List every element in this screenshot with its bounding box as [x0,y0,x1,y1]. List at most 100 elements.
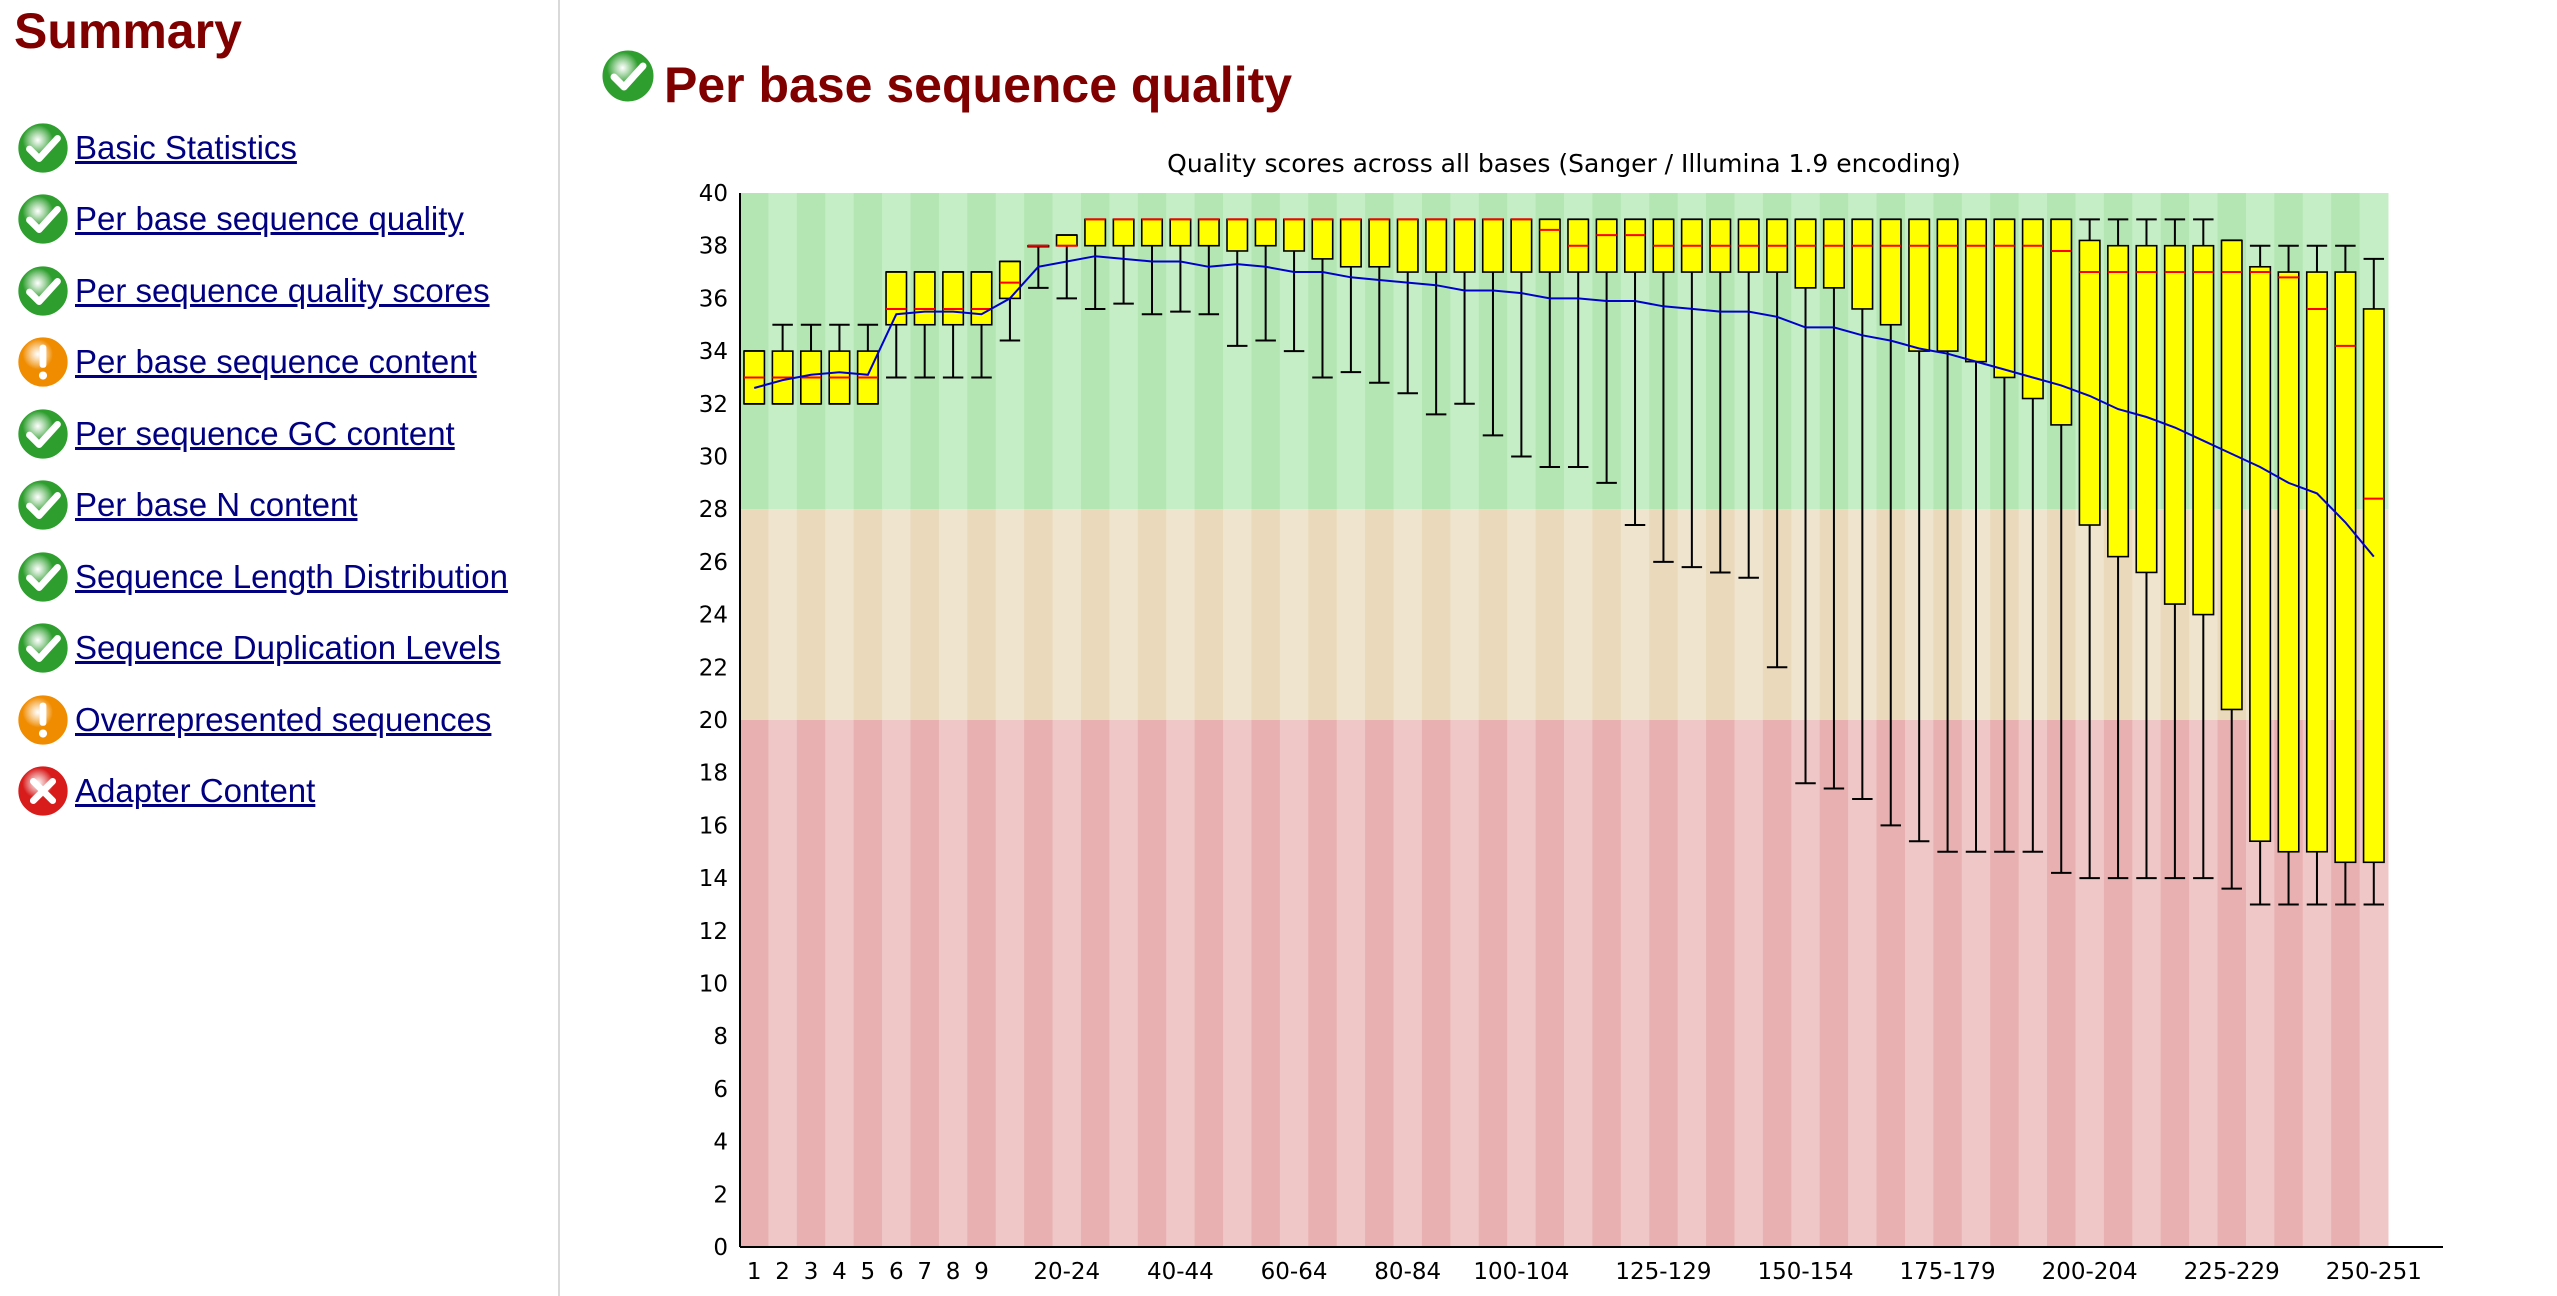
box [1226,218,1249,252]
zone-stripe [853,720,883,1247]
zone-stripe [1393,720,1423,1247]
y-tick-label: 16 [699,813,728,839]
warn-icon [14,691,72,749]
box [1908,218,1931,352]
box [1624,218,1647,273]
summary-item: Adapter Content [14,756,508,828]
summary-item: Sequence Length Distribution [14,541,508,613]
zone-stripe [1564,720,1593,1247]
x-tick-label: 2 [775,1259,790,1285]
x-tick-label: 250-251 [2326,1259,2422,1285]
box [2277,271,2300,853]
x-tick-label: 40-44 [1147,1259,1214,1285]
zone-stripe [796,509,826,720]
summary-link[interactable]: Basic Statistics [75,128,297,166]
pass-icon [14,476,72,534]
warn-icon [14,333,72,391]
zone-stripe [1535,720,1565,1247]
zone-stripe [1223,509,1252,720]
box [1169,218,1192,247]
box [913,271,936,326]
pass-icon [14,619,72,677]
box [1453,218,1476,273]
zone-stripe [1564,509,1593,720]
box [998,260,1021,300]
summary-link[interactable]: Sequence Duplication Levels [75,629,501,667]
summary-link[interactable]: Per base sequence quality [75,200,464,238]
box [2021,218,2044,400]
box [1283,218,1306,252]
zone-stripe [1592,720,1622,1247]
summary-list: Basic Statistics Per base sequence qualit… [14,112,508,827]
box [1510,218,1533,273]
chart-title: Quality scores across all bases (Sanger … [1167,149,1961,178]
y-tick-label: 22 [699,655,728,681]
box [1481,218,1504,273]
quality-boxplot-chart: Quality scores across all bases (Sanger … [699,149,2443,1285]
y-tick-label: 4 [713,1130,728,1156]
y-tick-label: 28 [699,497,728,523]
summary-link[interactable]: Adapter Content [75,772,316,810]
y-tick-label: 20 [699,708,728,734]
zone-stripe [967,720,997,1247]
zone-stripe [853,509,883,720]
summary-link[interactable]: Per sequence GC content [75,414,455,452]
zone-stripe [1734,720,1764,1247]
zone-stripe [1279,720,1309,1247]
zone-stripe [1762,720,1792,1247]
zone-stripe [882,720,911,1247]
pass-icon [14,190,72,248]
zone-stripe [796,720,826,1247]
zone-stripe [1024,193,1054,510]
zone-stripe [1137,509,1167,720]
y-tick-label: 30 [699,445,728,471]
zone-stripe [768,720,798,1247]
summary-link[interactable]: Per base sequence content [75,343,477,381]
zone-stripe [1791,720,1821,1247]
summary-link[interactable]: Overrepresented sequences [75,700,492,738]
x-tick-label: 1 [747,1259,762,1285]
zone-stripe [1450,509,1480,720]
zone-stripe [1336,720,1366,1247]
y-tick-label: 34 [699,339,728,365]
zone-stripe [1819,720,1849,1247]
box [1197,218,1220,247]
zone-stripe [1365,720,1395,1247]
mean-line [753,255,2375,558]
zone-stripe [1620,720,1650,1247]
zone-stripe [1450,720,1480,1247]
zone-stripe [995,193,1025,510]
zone-stripe [1677,720,1707,1247]
box [2163,244,2186,605]
box [2135,244,2158,574]
box [1084,218,1107,247]
summary-link[interactable]: Sequence Length Distribution [75,557,508,595]
x-tick-label: 225-229 [2184,1259,2280,1285]
box [1112,218,1135,247]
zone-stripe [1166,509,1196,720]
summary-title: Summary [14,3,242,59]
x-tick-label: 20-24 [1033,1259,1100,1285]
zone-stripe [882,509,911,720]
x-tick-label: 8 [946,1259,961,1285]
y-tick-label: 32 [699,392,728,418]
zone-stripe [1308,509,1338,720]
box [970,271,993,326]
zone-stripe [1421,720,1451,1247]
zone-stripe [1706,720,1735,1247]
fail-icon [14,762,72,820]
box [1822,218,1845,289]
zone-stripe [825,509,855,720]
summary-item: Sequence Duplication Levels [14,613,508,685]
zone-stripe [740,509,769,720]
summary-link[interactable]: Per base N content [75,486,358,524]
y-tick-label: 6 [713,1077,728,1103]
zone-stripe [740,720,769,1247]
box [1055,234,1078,247]
x-tick-label: 80-84 [1374,1259,1441,1285]
box [1311,218,1334,260]
zone-stripe [825,720,855,1247]
box [1368,218,1391,268]
zone-stripe [1336,509,1366,720]
summary-link[interactable]: Per sequence quality scores [75,271,490,309]
